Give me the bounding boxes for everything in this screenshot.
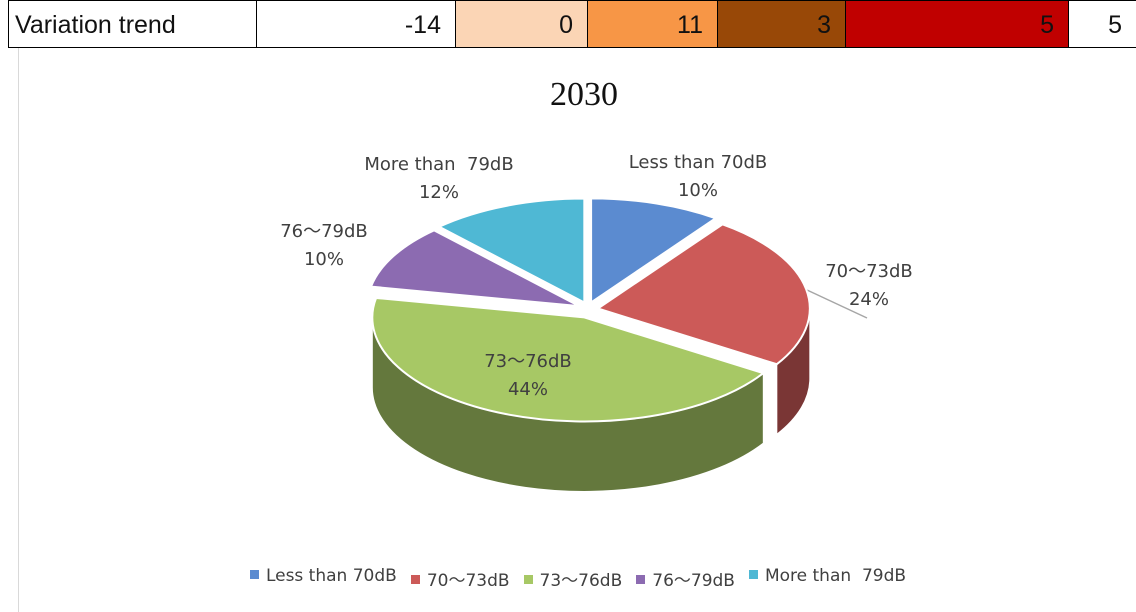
data-label-name: 76～79dB [280,221,368,242]
legend-swatch [249,570,259,579]
legend-swatch [748,570,758,579]
legend-label: 70～73dB [426,571,510,591]
pie-slice [371,296,766,423]
legend-swatch [636,575,646,584]
legend-label: 76～79dB [652,571,735,591]
table-cell: Variation trend [9,1,257,47]
legend-item: Less than 70dB [249,566,397,591]
legend-item: 76～79dB [636,566,735,591]
legend-item: 73～76dB [523,566,623,591]
data-label-value: 10% [678,180,718,201]
legend-item: 70～73dB [410,566,510,591]
table-cell: 5 [846,1,1069,47]
pie-slice [590,197,718,305]
legend-swatch [410,575,420,584]
chart: 2030 Less than 70dB 10% 70～73dB 24% 73～76dB 4… [280,76,913,492]
data-label-name: 73～76dB [484,351,572,372]
table-cell: -14 [257,1,456,47]
legend-swatch [523,575,533,584]
leader-line [806,289,868,319]
legend: Less than 70dB 70～73dB 73～76dB 76～79dB More … [19,566,1136,591]
legend-label: More than 79dB [764,566,907,586]
legend-label: 73～76dB [539,571,623,591]
data-label-name: Less than 70dB [629,152,768,173]
pie-slice [595,223,811,366]
table-cell: 3 [718,1,846,47]
pie-slice [369,229,580,308]
data-label-name: More than 79dB [364,154,513,175]
data-label-value: 24% [849,289,889,310]
data-label-value: 44% [508,379,548,400]
chart-title: 2030 [550,76,618,113]
table-cell: 11 [588,1,718,47]
pie-slice [436,197,586,305]
data-label-name: 70～73dB [825,261,913,282]
table-cell: 0 [456,1,588,47]
slice-tops [369,197,811,423]
table-cell: 5 [1069,1,1136,47]
chart-area: 2030 Less than 70dB 10% 70～73dB 24% 73～76dB 4… [18,48,1136,612]
data-label-value: 10% [304,249,344,270]
trend-table: Variation trend -14 0 11 3 5 5 [8,0,1136,48]
legend-item: More than 79dB [748,566,907,591]
data-label-value: 12% [419,182,459,203]
legend-label: Less than 70dB [265,566,397,586]
